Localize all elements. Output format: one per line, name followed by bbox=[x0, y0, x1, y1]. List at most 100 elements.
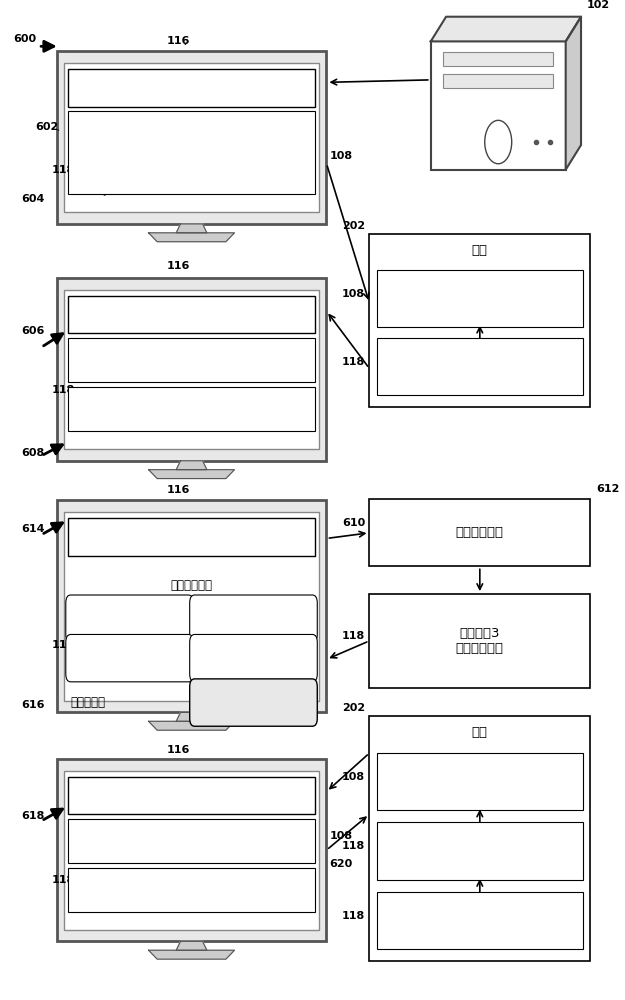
Bar bbox=[68, 777, 316, 814]
Text: 其它登录界面: 其它登录界面 bbox=[168, 883, 216, 896]
Text: 操作系统登录: 操作系统登录 bbox=[168, 530, 216, 543]
Bar bbox=[64, 290, 319, 449]
Text: 618: 618 bbox=[21, 811, 44, 821]
Text: 610: 610 bbox=[342, 518, 365, 528]
Bar bbox=[68, 338, 316, 382]
Text: 202: 202 bbox=[342, 703, 365, 713]
Text: 可用登录界面: 可用登录界面 bbox=[171, 579, 212, 592]
Text: 616: 616 bbox=[21, 700, 44, 710]
Polygon shape bbox=[149, 470, 234, 479]
Text: 116: 116 bbox=[167, 261, 191, 271]
Polygon shape bbox=[176, 461, 207, 470]
Text: 102: 102 bbox=[587, 0, 610, 10]
Text: 登录界面3（意大利语）: 登录界面3（意大利语） bbox=[148, 834, 236, 847]
Text: 608: 608 bbox=[21, 448, 44, 458]
Text: 登录界面3
（意大利语）: 登录界面3 （意大利语） bbox=[456, 627, 504, 655]
Text: 关联: 关联 bbox=[472, 244, 488, 257]
FancyBboxPatch shape bbox=[66, 634, 193, 682]
Bar bbox=[64, 512, 319, 701]
Circle shape bbox=[485, 120, 512, 164]
Text: 操作系统登录: 操作系统登录 bbox=[168, 308, 216, 321]
Bar bbox=[377, 892, 583, 949]
Text: 118: 118 bbox=[342, 631, 365, 641]
Polygon shape bbox=[431, 17, 581, 41]
Bar bbox=[57, 278, 326, 461]
Text: 614: 614 bbox=[21, 524, 44, 534]
Text: 英语: 英语 bbox=[122, 612, 137, 625]
FancyBboxPatch shape bbox=[190, 679, 318, 726]
Bar bbox=[443, 52, 553, 66]
Bar bbox=[377, 338, 583, 395]
Text: 登录界面2
（西班牙语）: 登录界面2 （西班牙语） bbox=[459, 837, 501, 865]
Polygon shape bbox=[176, 224, 207, 233]
Polygon shape bbox=[149, 950, 234, 959]
Bar bbox=[443, 74, 553, 88]
Text: 118: 118 bbox=[342, 911, 365, 921]
Bar bbox=[68, 387, 316, 431]
Bar bbox=[369, 594, 590, 688]
FancyBboxPatch shape bbox=[190, 595, 318, 642]
Text: 意大利语: 意大利语 bbox=[239, 696, 268, 709]
Bar bbox=[68, 868, 316, 912]
Text: 116: 116 bbox=[167, 36, 191, 46]
Polygon shape bbox=[176, 941, 207, 950]
Bar bbox=[377, 822, 583, 880]
Bar bbox=[68, 296, 316, 333]
FancyBboxPatch shape bbox=[190, 634, 318, 682]
Text: 用户界面仓库: 用户界面仓库 bbox=[456, 526, 504, 539]
Text: 其它登录界面: 其它登录界面 bbox=[168, 403, 216, 416]
Polygon shape bbox=[176, 712, 207, 721]
Text: 西班牙语: 西班牙语 bbox=[239, 612, 268, 625]
Bar bbox=[57, 759, 326, 941]
Text: 118: 118 bbox=[52, 640, 75, 650]
FancyBboxPatch shape bbox=[66, 595, 193, 642]
Text: 关联: 关联 bbox=[472, 726, 488, 739]
Bar bbox=[57, 51, 326, 224]
Text: 操作系统登录: 操作系统登录 bbox=[168, 789, 216, 802]
Bar bbox=[68, 111, 316, 194]
Text: 118: 118 bbox=[52, 165, 75, 175]
Bar bbox=[68, 518, 316, 556]
Bar bbox=[68, 819, 316, 863]
Text: 118: 118 bbox=[342, 841, 365, 851]
Text: 612: 612 bbox=[596, 484, 620, 494]
Text: 604: 604 bbox=[21, 194, 44, 204]
Bar bbox=[64, 771, 319, 930]
Text: 操作系统登录: 操作系统登录 bbox=[168, 81, 216, 94]
Text: 默认登录界面:
输入用户名: 默认登录界面: 输入用户名 bbox=[166, 139, 217, 167]
Text: 108: 108 bbox=[342, 289, 365, 299]
Text: 108: 108 bbox=[329, 151, 352, 161]
Text: 其它语言：: 其它语言： bbox=[71, 696, 106, 709]
Text: 德语: 德语 bbox=[246, 652, 261, 665]
Bar bbox=[369, 716, 590, 961]
Polygon shape bbox=[149, 233, 234, 242]
Text: 602: 602 bbox=[35, 122, 58, 132]
Bar bbox=[68, 69, 316, 107]
Bar bbox=[377, 270, 583, 327]
Bar bbox=[57, 500, 326, 712]
Polygon shape bbox=[566, 17, 581, 170]
Text: 202: 202 bbox=[342, 221, 365, 231]
Bar bbox=[369, 234, 590, 407]
Bar bbox=[377, 753, 583, 810]
Text: 116: 116 bbox=[167, 485, 191, 495]
Text: 用户账号1: 用户账号1 bbox=[462, 292, 498, 305]
Text: 登录界面2
（西班牙语）: 登录界面2 （西班牙语） bbox=[459, 353, 501, 381]
Text: 116: 116 bbox=[167, 745, 191, 755]
Polygon shape bbox=[149, 721, 234, 730]
Text: 登录界面2（西班牙语）: 登录界面2（西班牙语） bbox=[148, 354, 236, 367]
Text: 登录界面2
（意大利语）: 登录界面2 （意大利语） bbox=[459, 906, 501, 934]
Bar bbox=[431, 41, 566, 170]
Text: 620: 620 bbox=[329, 859, 352, 869]
Text: 118: 118 bbox=[52, 875, 75, 885]
Text: 600: 600 bbox=[14, 34, 37, 44]
Text: 118: 118 bbox=[342, 357, 365, 367]
Text: 118: 118 bbox=[52, 385, 75, 395]
Text: 法语: 法语 bbox=[122, 652, 137, 665]
Text: 606: 606 bbox=[21, 326, 44, 336]
Text: 用户账号1: 用户账号1 bbox=[462, 775, 498, 788]
Bar bbox=[64, 63, 319, 212]
Text: 108: 108 bbox=[329, 831, 352, 841]
Bar bbox=[369, 499, 590, 566]
Text: 108: 108 bbox=[342, 772, 365, 782]
